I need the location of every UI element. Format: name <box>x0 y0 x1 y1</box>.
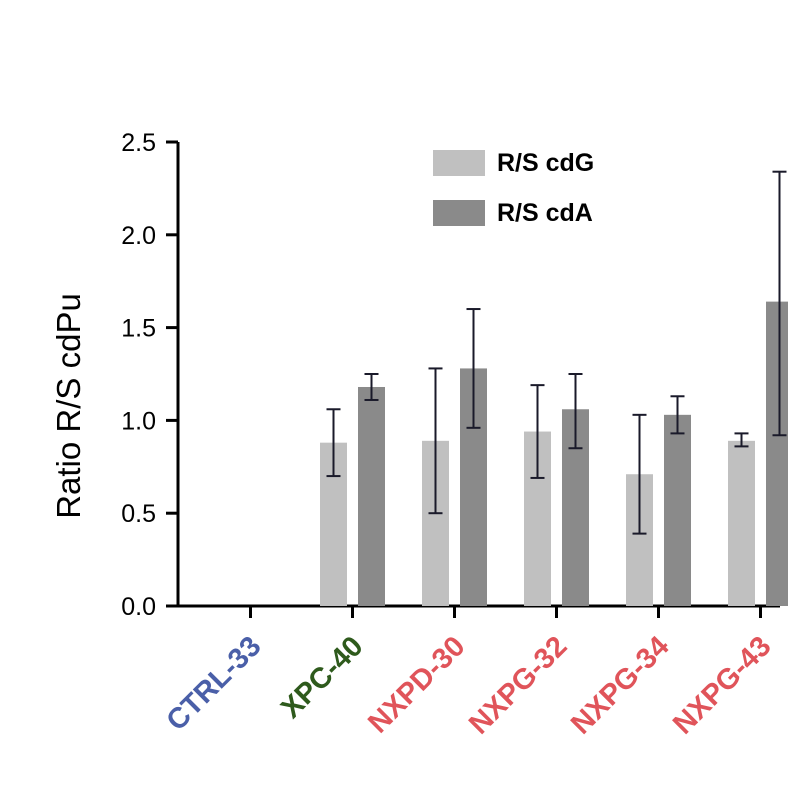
y-tick-label: 2.0 <box>121 222 156 250</box>
bar <box>728 440 755 606</box>
x-category-label: NXPG-34 <box>565 630 675 740</box>
bar <box>358 386 385 606</box>
legend-label: R/S cdG <box>497 149 594 177</box>
x-category-label: NXPG-43 <box>667 630 777 740</box>
y-tick-label: 0.0 <box>121 593 156 621</box>
y-tick-label: 2.5 <box>121 129 156 157</box>
legend-swatch <box>433 200 485 226</box>
y-tick-label: 0.5 <box>121 500 156 528</box>
bar <box>664 414 691 606</box>
x-category-label: NXPD-30 <box>362 630 471 739</box>
y-axis-title: Ratio R/S cdPu <box>50 293 87 519</box>
legend-label: R/S cdA <box>497 199 593 227</box>
x-category-label: CTRL-33 <box>161 630 268 737</box>
bar <box>766 301 788 606</box>
y-tick-label: 1.5 <box>121 315 156 343</box>
x-category-label: NXPG-32 <box>463 630 573 740</box>
legend-swatch <box>433 150 485 176</box>
y-tick-label: 1.0 <box>121 407 156 435</box>
x-category-label: XPC-40 <box>275 630 369 724</box>
